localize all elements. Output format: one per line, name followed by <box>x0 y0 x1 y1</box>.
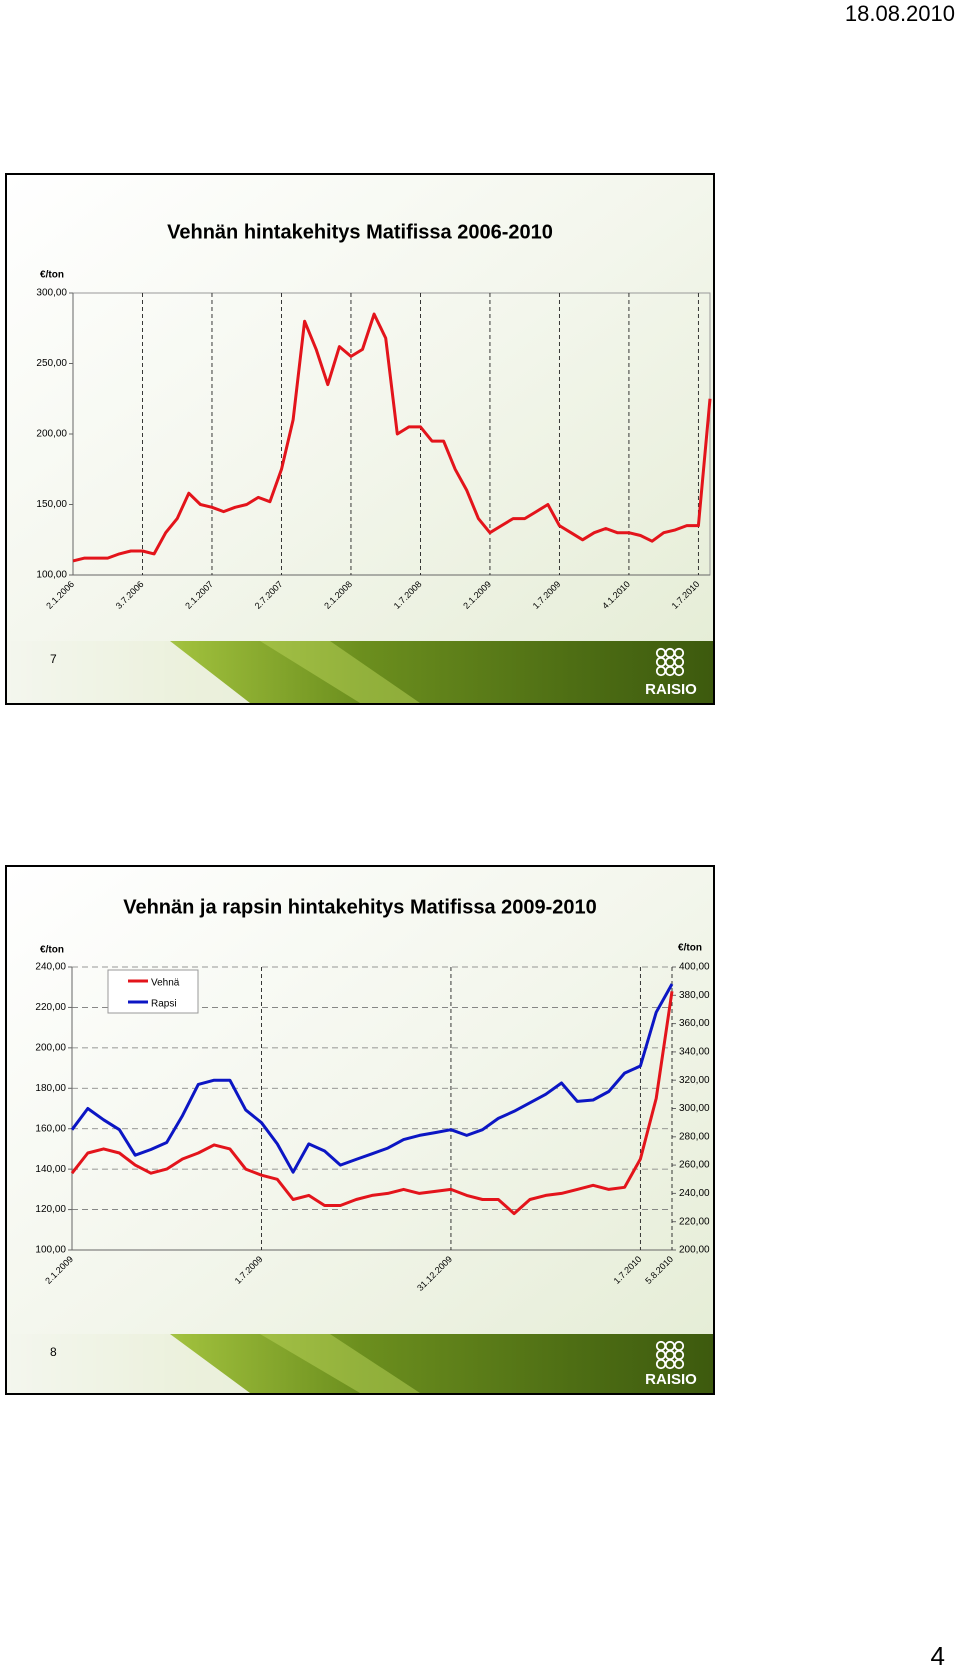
y2-tick-label: 320,00 <box>679 1075 710 1086</box>
y-tick-label: 250,00 <box>36 358 67 369</box>
y-tick-label: 150,00 <box>36 499 67 510</box>
logo-text: RAISIO <box>645 1371 697 1388</box>
legend-label: Vehnä <box>151 978 180 989</box>
legend-box <box>107 969 199 1014</box>
logo-dot <box>673 665 685 677</box>
y-axis-label: €/ton <box>40 945 64 956</box>
logo <box>655 647 685 677</box>
slide-frame <box>5 173 715 705</box>
footer-streak <box>260 1334 420 1393</box>
y2-tick-label: 360,00 <box>679 1018 710 1029</box>
y2-tick-label: 340,00 <box>679 1047 710 1058</box>
y2-tick-label: 220,00 <box>679 1216 710 1227</box>
date: 18.08.2010 <box>845 1 955 26</box>
chart-title: Vehnän hintakehitys Matifissa 2006-2010 <box>167 221 553 243</box>
footer-streak <box>260 641 420 703</box>
slide-number: 8 <box>50 1345 57 1359</box>
legend-label: Rapsi <box>151 999 177 1010</box>
logo-dot <box>673 1358 685 1370</box>
y-tick-label: 220,00 <box>35 1002 66 1013</box>
page-number: 4 <box>931 1641 945 1671</box>
y2-tick-label: 240,00 <box>679 1188 710 1199</box>
y-tick-label: 200,00 <box>36 429 67 440</box>
y-tick-label: 140,00 <box>35 1164 66 1175</box>
y-tick-label: 240,00 <box>35 962 66 973</box>
chart-title: Vehnän ja rapsin hintakehitys Matifissa … <box>123 896 597 918</box>
y-tick-label: 300,00 <box>36 288 67 299</box>
y-tick-label: 100,00 <box>36 570 67 581</box>
logo-text: RAISIO <box>645 681 697 698</box>
y2-tick-label: 200,00 <box>679 1245 710 1256</box>
y2-tick-label: 380,00 <box>679 990 710 1001</box>
footer-light <box>7 641 250 703</box>
y-tick-label: 100,00 <box>35 1245 66 1256</box>
logo <box>655 1340 685 1370</box>
data-line <box>72 312 712 563</box>
y2-tick-label: 300,00 <box>679 1103 710 1114</box>
y-tick-label: 120,00 <box>35 1204 66 1215</box>
slide-number: 7 <box>50 652 57 666</box>
y-axis-label: €/ton <box>40 270 64 281</box>
y-tick-label: 200,00 <box>35 1042 66 1053</box>
footer-light <box>7 1334 250 1393</box>
y2-axis-label: €/ton <box>678 943 702 954</box>
slide-frame <box>5 865 715 1395</box>
y2-tick-label: 260,00 <box>679 1160 710 1171</box>
slide <box>5 173 715 705</box>
data-line <box>70 991 674 1216</box>
y-tick-label: 180,00 <box>35 1083 66 1094</box>
slide <box>5 865 715 1395</box>
data-line <box>70 983 674 1174</box>
y2-tick-label: 280,00 <box>679 1131 710 1142</box>
y2-tick-label: 400,00 <box>679 962 710 973</box>
y-tick-label: 160,00 <box>35 1123 66 1134</box>
